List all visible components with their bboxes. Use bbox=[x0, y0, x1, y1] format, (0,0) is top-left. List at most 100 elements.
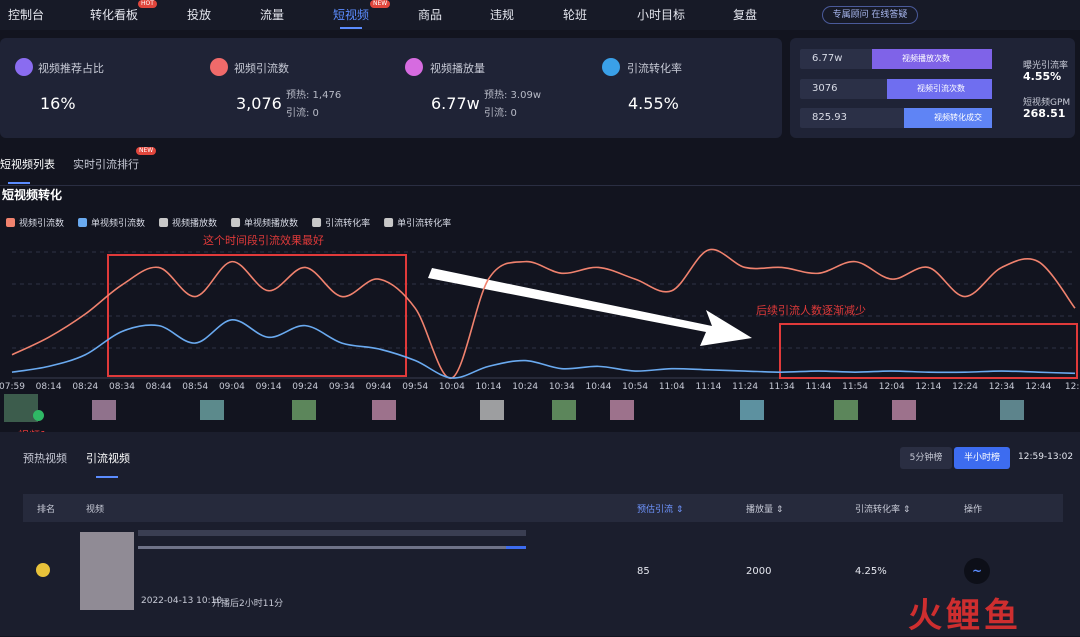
metric-label: 视频播放量 bbox=[430, 62, 485, 75]
thumb bbox=[552, 400, 576, 420]
hot-badge: HOT bbox=[138, 0, 157, 8]
legend-swatch bbox=[159, 218, 169, 227]
x-tick-label: 12:34 bbox=[989, 382, 1015, 392]
x-tick-label: 07:59 bbox=[0, 382, 25, 392]
th[interactable]: 引流转化率 ⇕ bbox=[855, 505, 911, 515]
th[interactable]: 播放量 ⇕ bbox=[746, 505, 784, 515]
range-button[interactable]: 5分钟榜 bbox=[900, 447, 952, 469]
tab-underline bbox=[8, 182, 30, 184]
time-range: 12:59-13:02 bbox=[1018, 452, 1074, 462]
metric-sub: 预热: 1,476 bbox=[286, 90, 342, 101]
thumb bbox=[834, 400, 858, 420]
funnel-bar: 视频播放次数 bbox=[872, 49, 992, 69]
highlight-box bbox=[107, 254, 407, 377]
nav-item[interactable]: 小时目标 bbox=[637, 8, 686, 22]
legend-swatch bbox=[231, 218, 241, 227]
list-tab[interactable]: 预热视频 bbox=[23, 452, 67, 465]
metric-label: 引流转化率 bbox=[627, 62, 682, 75]
x-tick-label: 08:34 bbox=[109, 382, 135, 392]
x-tick-label: 10:44 bbox=[586, 382, 612, 392]
new-badge: NEW bbox=[136, 147, 157, 155]
x-tick-label: 10:04 bbox=[439, 382, 465, 392]
divider bbox=[0, 185, 1080, 186]
video-duration: 开播后2小时11分 bbox=[212, 599, 284, 609]
thumb bbox=[92, 400, 116, 420]
nav-item[interactable]: 违规 bbox=[490, 8, 515, 22]
rate-value: 4.55% bbox=[1023, 70, 1062, 83]
x-tick-label: 10:54 bbox=[622, 382, 648, 392]
video-thumb bbox=[4, 394, 38, 422]
x-tick-label: 10:34 bbox=[549, 382, 575, 392]
funnel-row: 6.77w 视频播放次数 bbox=[800, 49, 992, 69]
thumb bbox=[1000, 400, 1024, 420]
nav-item[interactable]: 投放 bbox=[187, 8, 212, 22]
tab-underline bbox=[96, 476, 118, 478]
rank-medal bbox=[36, 563, 50, 577]
nav-item[interactable]: 流量 bbox=[260, 8, 285, 22]
tab[interactable]: 实时引流排行 bbox=[73, 158, 139, 171]
funnel-value: 3076 bbox=[812, 83, 838, 94]
x-tick-label: 11:04 bbox=[659, 382, 685, 392]
legend-swatch bbox=[384, 218, 394, 227]
thumb bbox=[372, 400, 396, 420]
legend-label: 单视频播放数 bbox=[244, 217, 298, 229]
legend-label: 单引流转化率 bbox=[397, 217, 451, 229]
metric-icon bbox=[210, 58, 228, 76]
thumb bbox=[200, 400, 224, 420]
help-button[interactable]: 专属顾问 在线答疑 bbox=[822, 6, 918, 24]
metric-value: 16% bbox=[40, 94, 76, 113]
x-tick-label: 11:14 bbox=[695, 382, 721, 392]
thumb bbox=[740, 400, 764, 420]
td: 2000 bbox=[746, 566, 772, 577]
nav-item[interactable]: 复盘 bbox=[733, 8, 758, 22]
rate-label: 短视频GPM bbox=[1023, 98, 1071, 108]
metric-sub: 引流: 0 bbox=[286, 108, 319, 119]
metric-value: 4.55% bbox=[628, 94, 679, 113]
x-tick-label: 09:04 bbox=[219, 382, 245, 392]
tab-active[interactable]: 短视频列表 bbox=[0, 158, 55, 171]
td: 4.25% bbox=[855, 566, 887, 577]
x-tick-label: 09:24 bbox=[292, 382, 318, 392]
video-cover bbox=[80, 532, 134, 610]
legend-swatch bbox=[6, 218, 15, 227]
watermark: 火鲤鱼 bbox=[908, 596, 1022, 636]
action-button[interactable]: ~ bbox=[964, 558, 990, 584]
legend-label: 视频引流数 bbox=[19, 217, 64, 229]
funnel-row: 3076 视频引流次数 bbox=[800, 79, 992, 99]
metric-sub: 预热: 3.09w bbox=[484, 90, 541, 101]
x-tick-label: 10:24 bbox=[512, 382, 538, 392]
thumb bbox=[892, 400, 916, 420]
nav-item[interactable]: 轮班 bbox=[563, 8, 588, 22]
metric-sub: 引流: 0 bbox=[484, 108, 517, 119]
th: 操作 bbox=[964, 505, 983, 515]
x-tick-label: 12:14 bbox=[915, 382, 941, 392]
x-tick-label: 11:34 bbox=[769, 382, 795, 392]
legend-label: 引流转化率 bbox=[325, 217, 370, 229]
rate-label: 曝光引流率 bbox=[1023, 61, 1069, 71]
highlight-box bbox=[779, 323, 1078, 379]
series-line bbox=[11, 319, 1076, 379]
funnel-bar: 视频引流次数 bbox=[887, 79, 992, 99]
nav-item-active[interactable]: 短视频 bbox=[333, 8, 370, 22]
nav-item[interactable]: 控制台 bbox=[8, 8, 45, 22]
x-tick-label: 12:24 bbox=[952, 382, 978, 392]
progress bbox=[138, 546, 526, 549]
active-underline bbox=[340, 27, 362, 29]
thumb bbox=[610, 400, 634, 420]
x-tick-label: 12:5 bbox=[1065, 382, 1080, 392]
title-placeholder bbox=[138, 530, 526, 536]
top-nav: 控制台 转化看板 HOT 投放 流量 短视频 NEW 商品 违规 轮班 小时目标… bbox=[0, 0, 1080, 30]
x-tick-label: 08:14 bbox=[36, 382, 62, 392]
metric-label: 视频推荐占比 bbox=[38, 62, 104, 75]
annotation: 这个时间段引流效果最好 bbox=[203, 233, 324, 247]
range-button-active[interactable]: 半小时榜 bbox=[954, 447, 1010, 469]
list-tab-active[interactable]: 引流视频 bbox=[86, 452, 130, 465]
video-date: 2022-04-13 10:10 bbox=[141, 596, 223, 606]
series-line bbox=[11, 248, 1076, 379]
th[interactable]: 预估引流 ⇕ bbox=[637, 505, 684, 515]
nav-item[interactable]: 商品 bbox=[418, 8, 443, 22]
arrow bbox=[428, 268, 752, 346]
nav-item[interactable]: 转化看板 bbox=[90, 8, 139, 22]
td: 85 bbox=[637, 566, 650, 577]
